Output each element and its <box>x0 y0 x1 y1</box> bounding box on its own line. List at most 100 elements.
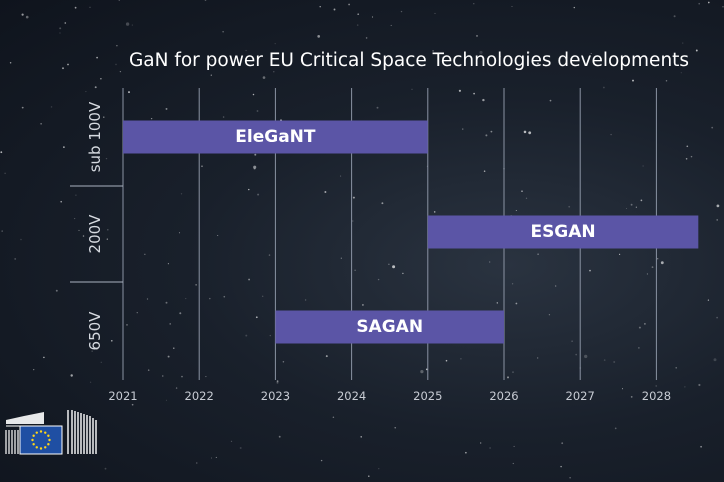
star <box>195 284 197 286</box>
x-tick-label: 2026 <box>489 389 518 403</box>
ec-building-icon <box>5 410 97 454</box>
star <box>304 299 307 301</box>
star <box>21 106 24 109</box>
bar-elegant <box>123 120 428 154</box>
star <box>136 312 138 314</box>
bar-sagan <box>275 310 504 344</box>
eu-star <box>35 446 38 449</box>
star <box>361 303 364 306</box>
star <box>60 200 62 203</box>
star <box>707 1 710 4</box>
star <box>537 357 539 359</box>
star <box>482 98 485 102</box>
star <box>340 175 342 177</box>
star <box>716 204 720 208</box>
star <box>507 376 509 379</box>
star <box>105 157 108 160</box>
bars: EleGaNT ESGAN SAGAN <box>123 120 699 344</box>
star <box>125 22 130 26</box>
star <box>675 367 677 369</box>
star <box>59 32 61 34</box>
star <box>352 196 355 199</box>
x-axis-tick-labels: 2021 2022 2023 2024 2025 2026 2027 2028 <box>108 389 671 403</box>
star <box>106 238 108 240</box>
star <box>245 49 247 52</box>
star <box>590 52 592 55</box>
star <box>360 436 362 438</box>
star <box>119 70 122 73</box>
star <box>85 91 87 93</box>
eu-star <box>31 438 34 442</box>
star <box>276 380 279 383</box>
star <box>165 107 168 110</box>
star <box>626 208 628 209</box>
star <box>682 42 684 44</box>
star <box>549 99 552 102</box>
star <box>215 456 217 458</box>
star <box>78 229 80 231</box>
star <box>248 278 251 281</box>
star <box>230 440 233 443</box>
star <box>169 323 171 325</box>
star <box>657 258 659 260</box>
star <box>74 6 77 9</box>
star <box>640 199 643 202</box>
star <box>180 193 183 195</box>
eu-stars-icon <box>31 430 51 450</box>
star <box>603 86 605 89</box>
star <box>146 298 149 300</box>
row-label: 650V <box>86 311 104 351</box>
star <box>223 295 226 298</box>
star <box>523 130 527 134</box>
star <box>150 117 153 120</box>
star <box>348 392 350 395</box>
star <box>282 361 285 363</box>
star <box>14 257 17 260</box>
chart-title: GaN for power EU Critical Space Technolo… <box>129 50 689 71</box>
star <box>178 232 181 234</box>
star <box>319 5 321 8</box>
star <box>400 10 403 13</box>
star <box>351 220 354 222</box>
star <box>59 27 62 30</box>
star <box>390 24 392 26</box>
star <box>209 297 211 300</box>
star <box>698 383 701 387</box>
star <box>158 56 161 59</box>
star <box>118 0 120 1</box>
star <box>21 13 24 16</box>
star <box>100 78 102 80</box>
x-tick-label: 2023 <box>261 389 290 403</box>
star <box>356 24 359 26</box>
star <box>262 295 264 297</box>
star <box>511 5 513 8</box>
star <box>211 59 213 61</box>
star <box>96 347 98 350</box>
star <box>646 273 648 275</box>
x-tick-label: 2025 <box>413 389 442 403</box>
star <box>614 427 617 430</box>
star <box>64 22 67 24</box>
star <box>700 445 702 448</box>
star <box>394 427 396 429</box>
star <box>513 445 515 447</box>
star <box>425 368 428 371</box>
star <box>460 357 462 360</box>
star <box>684 386 686 388</box>
star <box>690 155 693 158</box>
eu-star <box>48 438 51 442</box>
star <box>388 263 390 266</box>
star <box>40 123 42 125</box>
star <box>317 35 321 38</box>
star <box>381 202 384 205</box>
star <box>499 55 501 57</box>
star <box>131 403 134 406</box>
bar-esgan <box>427 215 699 249</box>
star <box>365 37 368 39</box>
star <box>569 477 571 479</box>
star <box>173 347 175 349</box>
row-separators <box>70 185 123 283</box>
eu-star <box>32 443 35 446</box>
star <box>222 31 224 33</box>
star <box>642 165 644 167</box>
